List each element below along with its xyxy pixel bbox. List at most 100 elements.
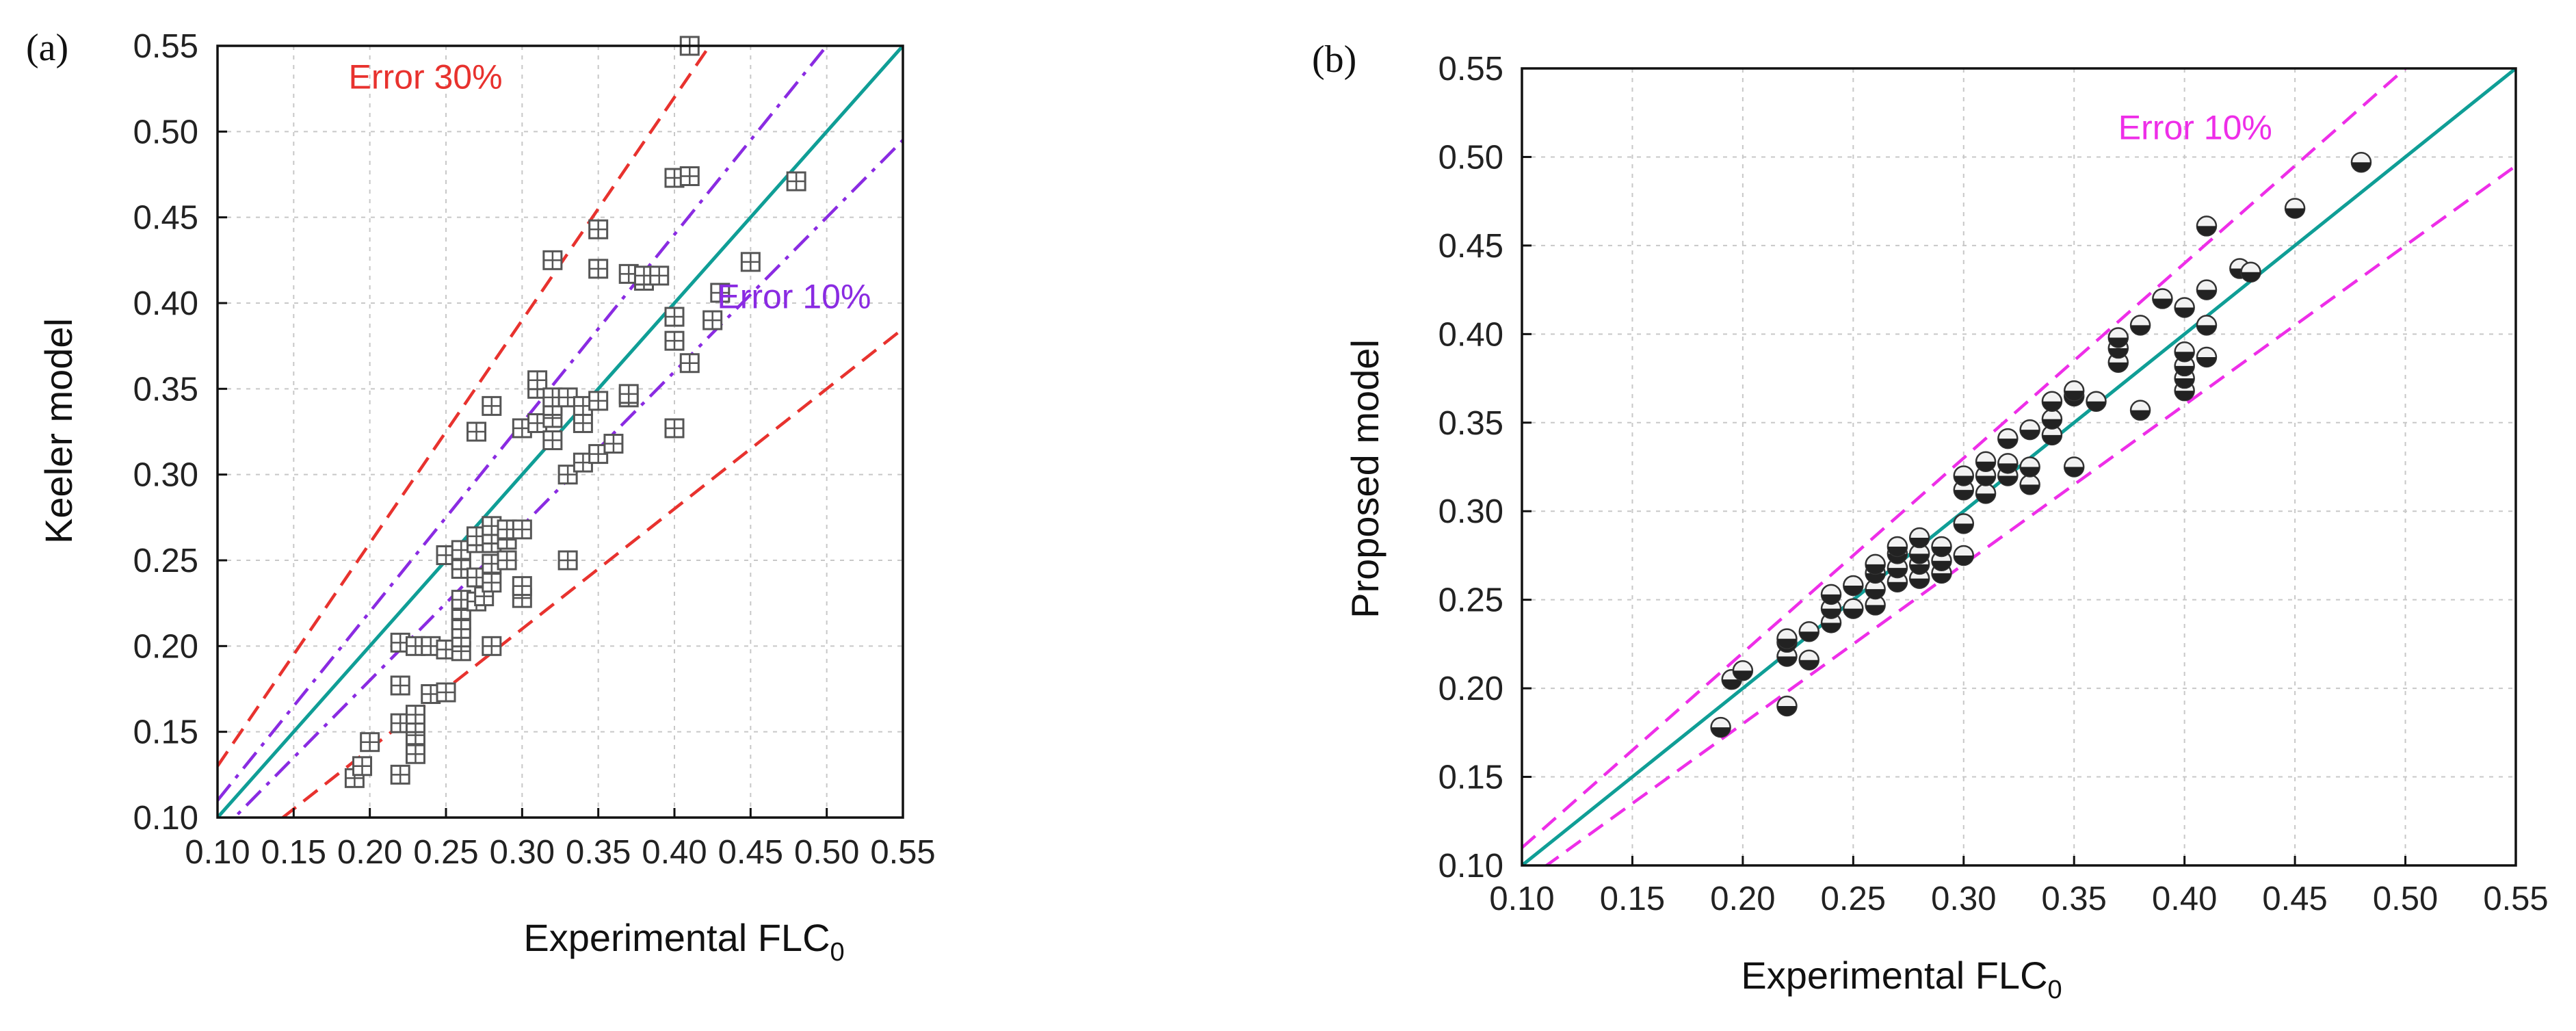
y-tick-label: 0.30 xyxy=(133,457,198,494)
y-axis-title: Proposed model xyxy=(1343,339,1386,618)
data-point xyxy=(2196,216,2218,237)
data-point xyxy=(1798,649,1820,670)
data-point xyxy=(1710,716,1731,738)
data-point xyxy=(2041,408,2063,430)
data-point xyxy=(710,283,731,303)
grid xyxy=(1522,68,2516,865)
axes: 0.100.10 0.15 0.15 0.20 0.20 0.25 0.25 0.30 0.30… xyxy=(1438,51,2549,917)
axes: 0.100.10 0.15 0.15 0.20 0.20 0.25 0.25 0.30 0.30… xyxy=(133,28,936,871)
x-tick-label: 0.35 xyxy=(2042,880,2107,917)
reference-line xyxy=(1544,164,2516,865)
data-point xyxy=(482,395,502,416)
data-point xyxy=(2107,327,2129,348)
data-point xyxy=(1732,660,1754,681)
data-point xyxy=(2019,419,2040,441)
data-point xyxy=(2063,456,2085,478)
data-point xyxy=(2152,288,2173,309)
data-point xyxy=(557,550,578,571)
data-points xyxy=(1710,151,2372,738)
data-point xyxy=(1908,568,1930,589)
data-point xyxy=(2350,151,2372,173)
y-tick-label: 0.10 xyxy=(1438,848,1503,885)
data-point xyxy=(618,384,639,404)
y-tick-label: 0.50 xyxy=(133,114,198,151)
y-tick-label: 0.15 xyxy=(133,714,198,751)
x-tick-label: 0.40 xyxy=(2152,880,2217,917)
reference-line xyxy=(218,46,712,768)
y-tick-label: 0.55 xyxy=(1438,51,1503,88)
y-tick-label: 0.50 xyxy=(1438,139,1503,176)
y-tick-label: 0.10 xyxy=(133,800,198,837)
data-point xyxy=(1843,575,1864,597)
data-point xyxy=(1887,557,1908,579)
data-point xyxy=(588,259,609,279)
y-tick-label: 0.40 xyxy=(133,285,198,322)
x-tick-label: 0.55 xyxy=(870,834,935,871)
data-point xyxy=(679,353,700,374)
error-annotation: Error 10% xyxy=(717,278,871,316)
x-tick-label: 0.10 xyxy=(185,834,250,871)
error-annotation: Error 30% xyxy=(348,58,502,96)
data-point xyxy=(1931,536,1952,558)
x-tick-label: 0.50 xyxy=(2373,880,2438,917)
data-point xyxy=(1953,545,1975,566)
data-point xyxy=(2086,391,2107,412)
error-annotation: Error 10% xyxy=(2118,109,2272,147)
data-point xyxy=(352,756,373,776)
data-point xyxy=(405,705,425,725)
data-point xyxy=(405,744,425,764)
x-tick-label: 0.10 xyxy=(1489,880,1554,917)
data-point xyxy=(1908,527,1930,549)
x-tick-label: 0.45 xyxy=(2262,880,2327,917)
data-point xyxy=(2196,346,2218,368)
data-point xyxy=(2174,297,2195,318)
data-point xyxy=(2240,261,2261,283)
reference-line xyxy=(1522,68,2408,849)
data-point xyxy=(740,252,761,272)
data-point xyxy=(603,434,624,454)
y-tick-label: 0.25 xyxy=(1438,582,1503,619)
data-point xyxy=(1776,695,1798,717)
x-axis-title: Experimental FLC0 xyxy=(1741,954,2062,1004)
data-point xyxy=(1997,453,2019,474)
plot-frame xyxy=(1521,67,2517,867)
x-tick-label: 0.25 xyxy=(1821,880,1886,917)
y-tick-label: 0.35 xyxy=(1438,405,1503,442)
data-point xyxy=(482,573,502,593)
data-point xyxy=(2041,391,2063,412)
panel-label: (b) xyxy=(1312,38,1356,81)
x-tick-label: 0.20 xyxy=(337,834,402,871)
data-point xyxy=(1776,646,1798,667)
x-tick-label: 0.15 xyxy=(261,834,326,871)
data-point xyxy=(360,732,380,753)
data-point xyxy=(2129,315,2151,336)
plot-frame xyxy=(216,44,904,819)
data-point xyxy=(664,306,685,327)
data-point xyxy=(1975,451,1997,472)
data-point xyxy=(2196,315,2218,336)
data-point xyxy=(1887,571,1908,593)
reference-line xyxy=(218,46,829,802)
y-tick-label: 0.35 xyxy=(133,371,198,408)
data-point xyxy=(2174,355,2195,377)
x-tick-label: 0.20 xyxy=(1710,880,1775,917)
y-tick-label: 0.30 xyxy=(1438,493,1503,530)
y-axis-title: Keeler model xyxy=(37,318,80,544)
data-point xyxy=(512,519,532,540)
x-tick-label: 0.30 xyxy=(490,834,555,871)
y-tick-label: 0.45 xyxy=(133,200,198,237)
y-tick-label: 0.40 xyxy=(1438,316,1503,353)
data-point xyxy=(2129,400,2151,421)
y-tick-label: 0.15 xyxy=(1438,759,1503,796)
x-tick-label: 0.15 xyxy=(1600,880,1665,917)
data-point xyxy=(2019,456,2040,478)
reference-line xyxy=(232,139,903,818)
data-point xyxy=(1887,536,1908,558)
data-point xyxy=(1953,479,1975,501)
reference-line xyxy=(280,327,903,818)
x-axis-title: Experimental FLC0 xyxy=(523,916,844,967)
y-tick-label: 0.55 xyxy=(133,28,198,65)
data-point xyxy=(436,682,456,703)
data-point xyxy=(527,370,548,391)
